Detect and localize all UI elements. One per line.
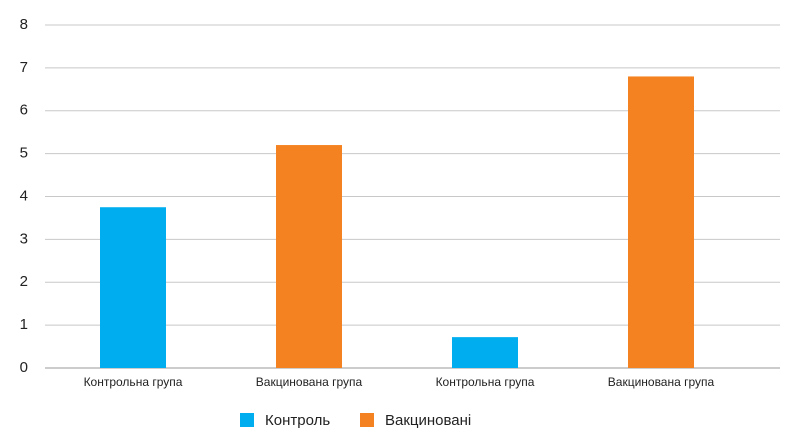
- x-tick-label: Вакцинована група: [608, 375, 715, 389]
- x-tick-label: Контрольна група: [436, 375, 535, 389]
- y-tick-label: 3: [20, 230, 28, 247]
- y-tick-label: 4: [20, 187, 28, 204]
- bar: [628, 76, 694, 368]
- y-tick-label: 2: [20, 273, 28, 290]
- y-tick-label: 6: [20, 102, 28, 119]
- y-tick-label: 5: [20, 145, 28, 162]
- x-tick-label: Вакцинована група: [256, 375, 363, 389]
- bar: [100, 207, 166, 368]
- legend-label: Контроль: [265, 412, 330, 429]
- bar: [452, 337, 518, 368]
- x-tick-label: Контрольна група: [84, 375, 183, 389]
- legend-swatch: [360, 413, 374, 427]
- y-tick-label: 8: [20, 16, 28, 33]
- legend-swatch: [240, 413, 254, 427]
- legend-label: Вакциновані: [385, 412, 471, 429]
- y-tick-label: 7: [20, 59, 28, 76]
- y-tick-label: 0: [20, 359, 28, 376]
- bar: [276, 145, 342, 368]
- y-tick-label: 1: [20, 316, 28, 333]
